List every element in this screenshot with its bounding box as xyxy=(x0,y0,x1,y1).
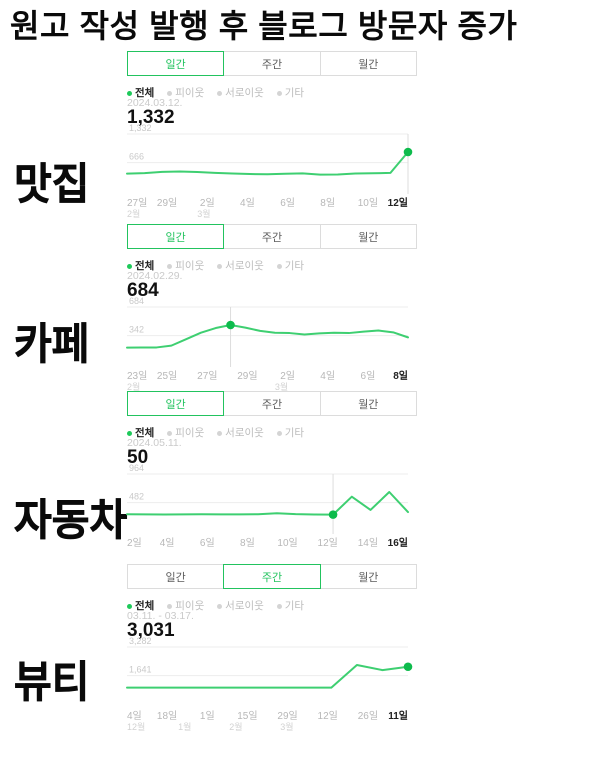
svg-text:1,332: 1,332 xyxy=(129,123,152,133)
svg-text:666: 666 xyxy=(129,152,144,162)
svg-text:964: 964 xyxy=(129,463,144,473)
svg-text:342: 342 xyxy=(129,325,144,335)
svg-text:482: 482 xyxy=(129,492,144,502)
svg-text:3,282: 3,282 xyxy=(129,636,152,646)
svg-text:1,641: 1,641 xyxy=(129,665,152,675)
svg-text:684: 684 xyxy=(129,296,144,306)
